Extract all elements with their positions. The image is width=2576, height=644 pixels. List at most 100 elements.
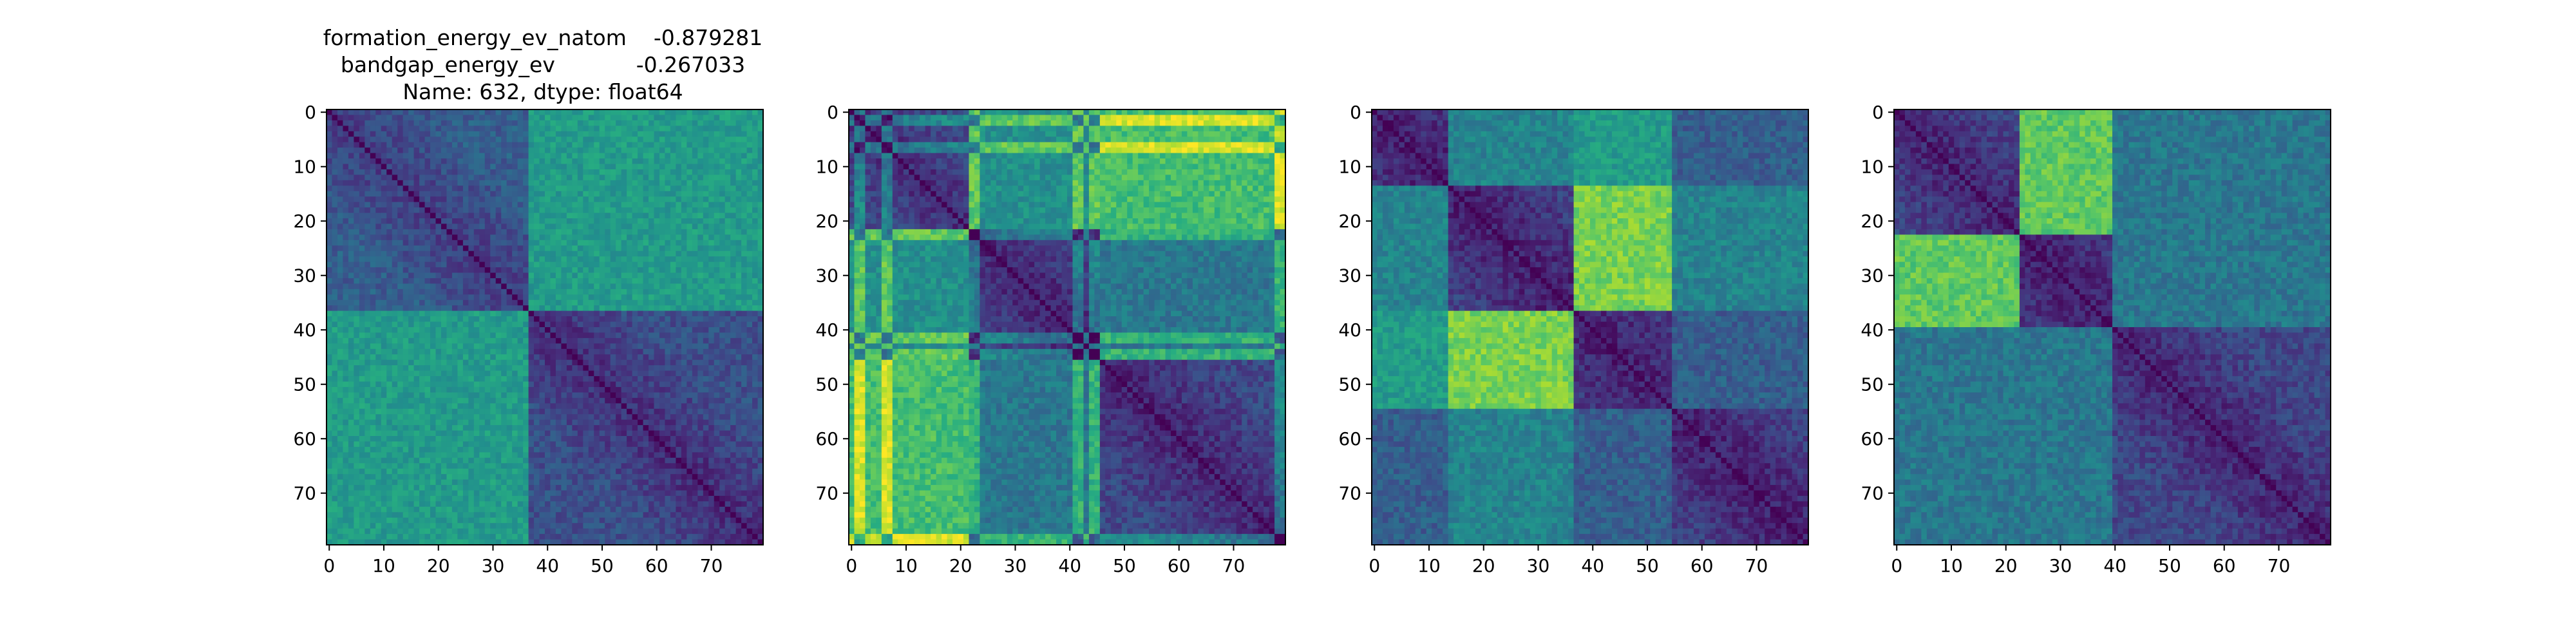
- heatmap-cell-1-55-72: [719, 408, 726, 415]
- heatmap-cell-1-3-64: [676, 126, 682, 132]
- heatmap-cell-1-38-67: [692, 316, 698, 323]
- heatmap-cell-1-19-10: [381, 213, 387, 219]
- heatmap-cell-1-22-58: [643, 229, 649, 235]
- heatmap-cell-1-52-72: [719, 392, 726, 399]
- heatmap-cell-1-32-51: [605, 283, 611, 290]
- heatmap-cell-1-50-75: [735, 381, 742, 388]
- heatmap-cell-1-8-10: [381, 153, 387, 159]
- heatmap-cell-1-21-22: [446, 223, 453, 230]
- heatmap-cell-1-13-53: [616, 180, 622, 186]
- heatmap-cell-1-7-24: [457, 147, 464, 154]
- heatmap-cell-1-39-28: [479, 321, 486, 328]
- heatmap-cell-1-6-3: [343, 142, 349, 148]
- heatmap-cell-1-21-2: [337, 223, 344, 230]
- heatmap-cell-1-34-37: [528, 294, 535, 301]
- heatmap-cell-1-49-23: [451, 376, 458, 383]
- heatmap-cell-1-58-64: [676, 425, 682, 431]
- heatmap-cell-1-18-39: [539, 207, 545, 214]
- heatmap-cell-1-42-60: [654, 337, 660, 344]
- heatmap-cell-1-22-42: [555, 229, 562, 235]
- heatmap-cell-1-36-4: [348, 305, 354, 312]
- heatmap-cell-1-47-54: [621, 365, 627, 372]
- heatmap-cell-1-32-31: [495, 283, 502, 290]
- heatmap-cell-1-62-32: [501, 446, 507, 453]
- heatmap-cell-1-29-68: [697, 267, 704, 274]
- heatmap-cell-1-17-33: [506, 202, 513, 208]
- heatmap-cell-1-22-17: [419, 229, 426, 235]
- heatmap-cell-1-40-48: [588, 327, 594, 334]
- heatmap-cell-1-24-71: [714, 240, 720, 246]
- heatmap-cell-1-57-11: [386, 419, 393, 426]
- heatmap-cell-1-48-79: [757, 370, 764, 377]
- heatmap-cell-1-8-53: [616, 153, 622, 159]
- heatmap-cell-1-27-9: [375, 256, 382, 263]
- heatmap-cell-1-4-63: [670, 131, 676, 137]
- heatmap-cell-1-16-15: [408, 196, 415, 203]
- heatmap-cell-1-52-35: [517, 392, 524, 399]
- heatmap-cell-1-38-58: [643, 316, 649, 323]
- heatmap-cell-1-39-51: [605, 321, 611, 328]
- heatmap-cell-1-33-41: [550, 289, 556, 295]
- heatmap-cell-1-16-66: [687, 196, 693, 203]
- heatmap-cell-1-36-27: [473, 305, 480, 312]
- heatmap-cell-1-0-62: [665, 109, 671, 116]
- heatmap-cell-1-20-47: [583, 218, 589, 225]
- heatmap-cell-1-39-18: [424, 321, 431, 328]
- heatmap-cell-1-23-5: [354, 234, 360, 241]
- heatmap-cell-1-55-19: [430, 408, 437, 415]
- heatmap-cell-1-29-57: [638, 267, 644, 274]
- heatmap-cell-1-0-47: [583, 109, 589, 116]
- heatmap-cell-1-31-29: [484, 278, 491, 284]
- heatmap-cell-1-1-14: [402, 115, 409, 121]
- heatmap-cell-1-7-8: [370, 147, 376, 154]
- heatmap-cell-1-7-73: [724, 147, 731, 154]
- heatmap-cell-1-14-16: [413, 185, 420, 192]
- heatmap-cell-1-56-28: [479, 414, 486, 421]
- heatmap-cell-1-25-0: [327, 245, 333, 252]
- heatmap-cell-1-36-45: [572, 305, 578, 312]
- heatmap-cell-1-57-27: [473, 419, 480, 426]
- heatmap-cell-1-50-17: [419, 381, 426, 388]
- heatmap-cell-1-8-37: [528, 153, 535, 159]
- heatmap-cell-1-46-14: [402, 359, 409, 366]
- heatmap-cell-1-23-72: [719, 234, 726, 241]
- heatmap-cell-1-24-77: [746, 240, 753, 246]
- heatmap-cell-1-11-5: [354, 169, 360, 175]
- heatmap-cell-1-53-22: [446, 397, 453, 404]
- heatmap-cell-1-37-12: [392, 310, 398, 317]
- heatmap-cell-1-14-51: [605, 185, 611, 192]
- heatmap-cell-1-28-67: [692, 261, 698, 268]
- heatmap-cell-1-7-62: [665, 147, 671, 154]
- heatmap-cell-1-10-21: [440, 164, 448, 170]
- heatmap-cell-1-61-3: [343, 441, 349, 448]
- heatmap-cell-1-14-72: [719, 185, 726, 192]
- heatmap-cell-1-34-14: [402, 294, 409, 301]
- heatmap-cell-1-56-13: [397, 414, 404, 421]
- heatmap-cell-1-60-32: [501, 436, 507, 442]
- heatmap-cell-1-12-21: [440, 175, 448, 181]
- heatmap-cell-1-18-18: [424, 207, 431, 214]
- heatmap-cell-1-25-42: [555, 245, 562, 252]
- heatmap-cell-1-59-74: [730, 430, 737, 437]
- heatmap-cell-1-14-23: [451, 185, 458, 192]
- heatmap-cell-1-58-40: [545, 425, 551, 431]
- heatmap-cell-1-7-30: [490, 147, 497, 154]
- heatmap-cell-1-45-8: [370, 354, 376, 361]
- heatmap-cell-1-38-38: [534, 316, 540, 323]
- heatmap-cell-1-53-67: [692, 397, 698, 404]
- heatmap-cell-1-28-58: [643, 261, 649, 268]
- heatmap-cell-1-52-53: [616, 392, 622, 399]
- heatmap-cell-1-18-2: [337, 207, 344, 214]
- heatmap-cell-1-58-22: [446, 425, 453, 431]
- heatmap-cell-1-25-19: [430, 245, 437, 252]
- heatmap-cell-1-37-65: [681, 310, 687, 317]
- heatmap-cell-1-22-13: [397, 229, 404, 235]
- heatmap-cell-1-23-52: [610, 234, 616, 241]
- heatmap-cell-1-42-73: [724, 337, 731, 344]
- heatmap-cell-1-1-73: [724, 115, 731, 121]
- heatmap-cell-1-30-50: [599, 272, 605, 279]
- heatmap-cell-1-49-27: [473, 376, 480, 383]
- heatmap-cell-1-0-28: [479, 109, 486, 116]
- heatmap-cell-1-2-9: [375, 120, 382, 126]
- heatmap-cell-1-40-2: [337, 327, 344, 334]
